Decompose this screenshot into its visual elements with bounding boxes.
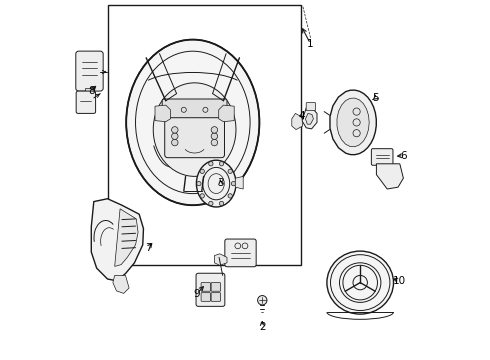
Text: 3: 3 [217,177,224,188]
Text: 10: 10 [393,276,406,286]
Circle shape [258,296,267,305]
FancyBboxPatch shape [225,239,256,267]
Circle shape [197,181,201,186]
Circle shape [228,194,232,198]
Polygon shape [235,176,243,189]
FancyBboxPatch shape [201,293,210,301]
Polygon shape [337,98,369,147]
Polygon shape [91,199,144,281]
Polygon shape [292,113,303,130]
Polygon shape [85,88,94,95]
FancyBboxPatch shape [306,103,316,111]
Text: 4: 4 [298,111,305,121]
FancyBboxPatch shape [196,273,225,306]
Polygon shape [215,254,227,265]
Text: 9: 9 [194,289,200,299]
Polygon shape [155,105,171,122]
Circle shape [209,162,213,166]
Text: 7: 7 [145,243,152,253]
Polygon shape [302,108,317,129]
Circle shape [172,127,178,133]
Circle shape [211,133,218,139]
FancyBboxPatch shape [162,99,227,118]
Text: 8: 8 [88,86,95,96]
Circle shape [228,169,232,174]
FancyBboxPatch shape [76,51,103,91]
Circle shape [220,201,224,206]
Text: 2: 2 [259,322,266,332]
FancyBboxPatch shape [76,91,96,113]
Text: 1: 1 [307,39,314,49]
Polygon shape [376,164,403,189]
FancyBboxPatch shape [165,109,224,158]
Text: 5: 5 [372,93,379,103]
Circle shape [200,169,204,174]
Polygon shape [219,105,234,122]
Circle shape [200,194,204,198]
FancyBboxPatch shape [211,293,220,301]
Circle shape [172,139,178,146]
Ellipse shape [126,40,259,205]
Polygon shape [305,113,314,124]
FancyBboxPatch shape [371,149,393,165]
Polygon shape [113,275,129,293]
Circle shape [220,162,224,166]
Circle shape [209,201,213,206]
Bar [108,5,301,265]
Ellipse shape [196,160,236,207]
Circle shape [211,139,218,146]
Polygon shape [153,83,236,176]
Ellipse shape [327,251,393,314]
Text: 6: 6 [400,150,407,161]
Circle shape [231,181,236,186]
Circle shape [172,133,178,139]
Polygon shape [330,90,376,155]
Polygon shape [115,209,138,266]
Circle shape [211,127,218,133]
FancyBboxPatch shape [201,283,210,291]
FancyBboxPatch shape [211,283,220,291]
